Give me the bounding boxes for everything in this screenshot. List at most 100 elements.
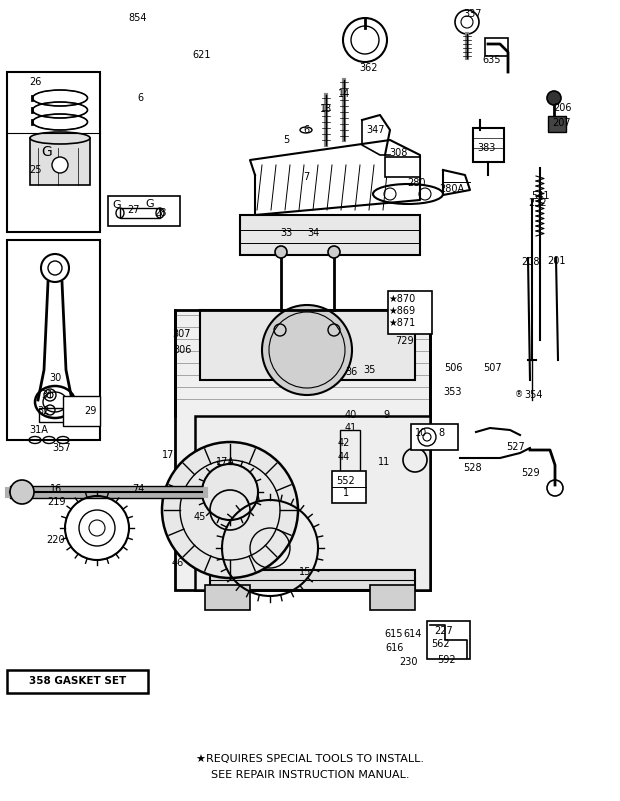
Bar [195, 416, 430, 590]
Text: 208: 208 [521, 257, 539, 267]
Text: 6: 6 [303, 125, 309, 135]
Bar [175, 310, 430, 590]
Bar [175, 375, 430, 381]
Bar [120, 208, 160, 218]
Text: 206: 206 [553, 103, 571, 113]
Text: ★871: ★871 [388, 318, 415, 328]
Text: G: G [146, 199, 154, 209]
Text: eReplacementParts.com: eReplacementParts.com [225, 409, 395, 424]
Circle shape [547, 91, 561, 105]
Text: 347: 347 [367, 125, 385, 135]
Bar [200, 310, 415, 380]
Bar [411, 424, 458, 450]
Bar [485, 38, 508, 56]
Bar [175, 399, 430, 405]
Bar [175, 351, 430, 357]
Bar [175, 327, 430, 333]
Circle shape [52, 157, 68, 173]
Text: 14: 14 [338, 89, 350, 99]
Text: 528: 528 [464, 463, 482, 473]
Text: 506: 506 [444, 363, 463, 373]
Text: 13: 13 [320, 104, 332, 114]
Text: 10: 10 [415, 428, 427, 438]
Circle shape [328, 246, 340, 258]
Text: 7: 7 [303, 172, 309, 182]
Text: 306: 306 [173, 345, 191, 355]
Text: 41: 41 [345, 423, 357, 433]
Bar [175, 387, 430, 393]
Text: 307: 307 [173, 329, 191, 339]
Text: 16: 16 [50, 484, 62, 494]
Text: 8: 8 [438, 428, 444, 438]
Text: 33: 33 [280, 228, 292, 238]
Text: 29: 29 [84, 406, 96, 416]
Text: 232: 232 [529, 198, 547, 208]
Bar [340, 430, 360, 480]
Circle shape [10, 480, 34, 504]
Text: 541: 541 [531, 191, 549, 201]
Text: 35: 35 [364, 365, 376, 375]
Circle shape [262, 305, 352, 395]
Bar [370, 585, 415, 610]
Text: 358 GASKET SET: 358 GASKET SET [29, 676, 126, 686]
Text: 507: 507 [483, 363, 502, 373]
Text: 27: 27 [126, 205, 140, 215]
Text: 383: 383 [478, 143, 496, 153]
Text: 552: 552 [337, 476, 355, 486]
Text: 615: 615 [385, 629, 403, 639]
Text: 207: 207 [552, 118, 571, 128]
Bar [7, 670, 148, 693]
Ellipse shape [30, 132, 90, 144]
Text: 9: 9 [383, 410, 389, 420]
Text: 42: 42 [338, 438, 350, 448]
Bar [7, 240, 100, 440]
Bar [548, 116, 566, 132]
Text: 30: 30 [49, 373, 61, 383]
Text: 592: 592 [438, 655, 456, 665]
Text: 308: 308 [390, 148, 408, 158]
Bar [210, 570, 415, 590]
Text: 220: 220 [46, 535, 65, 545]
Text: 36: 36 [345, 367, 357, 377]
Text: SEE REPAIR INSTRUCTION MANUAL.: SEE REPAIR INSTRUCTION MANUAL. [211, 770, 409, 780]
Text: 362: 362 [360, 63, 378, 73]
Bar [385, 157, 420, 177]
Bar [108, 196, 180, 226]
Text: 621: 621 [193, 50, 211, 60]
Text: ★870: ★870 [388, 294, 415, 304]
Text: 34: 34 [307, 228, 319, 238]
Text: 280A: 280A [440, 184, 464, 194]
Text: 280: 280 [407, 178, 425, 188]
Text: 31A: 31A [30, 425, 48, 435]
Bar [473, 128, 504, 162]
Text: 354: 354 [525, 390, 543, 400]
Bar [427, 621, 470, 659]
Text: 854: 854 [129, 13, 148, 23]
Bar [388, 291, 432, 334]
Bar [240, 215, 420, 255]
Bar [7, 72, 100, 232]
Text: 45: 45 [194, 512, 206, 522]
Text: 635: 635 [483, 55, 501, 65]
Text: 529: 529 [521, 468, 540, 478]
Circle shape [275, 246, 287, 258]
Text: 25: 25 [29, 165, 42, 175]
Text: 527: 527 [507, 442, 525, 452]
Text: 28: 28 [154, 208, 166, 218]
Text: 357: 357 [53, 443, 71, 453]
Text: 46: 46 [172, 558, 184, 568]
Text: G: G [113, 200, 122, 210]
Bar [63, 396, 100, 426]
Text: 11: 11 [378, 457, 390, 467]
Text: ★REQUIRES SPECIAL TOOLS TO INSTALL.: ★REQUIRES SPECIAL TOOLS TO INSTALL. [196, 754, 424, 764]
Text: 353: 353 [444, 387, 463, 397]
Text: 230: 230 [400, 657, 419, 667]
Text: 227: 227 [435, 626, 453, 636]
Text: 40: 40 [345, 410, 357, 420]
Text: 614: 614 [404, 629, 422, 639]
Text: G: G [42, 145, 52, 159]
Text: 26: 26 [29, 77, 41, 87]
Text: 31: 31 [41, 390, 53, 400]
Bar [175, 339, 430, 345]
Text: ★869: ★869 [389, 306, 415, 316]
